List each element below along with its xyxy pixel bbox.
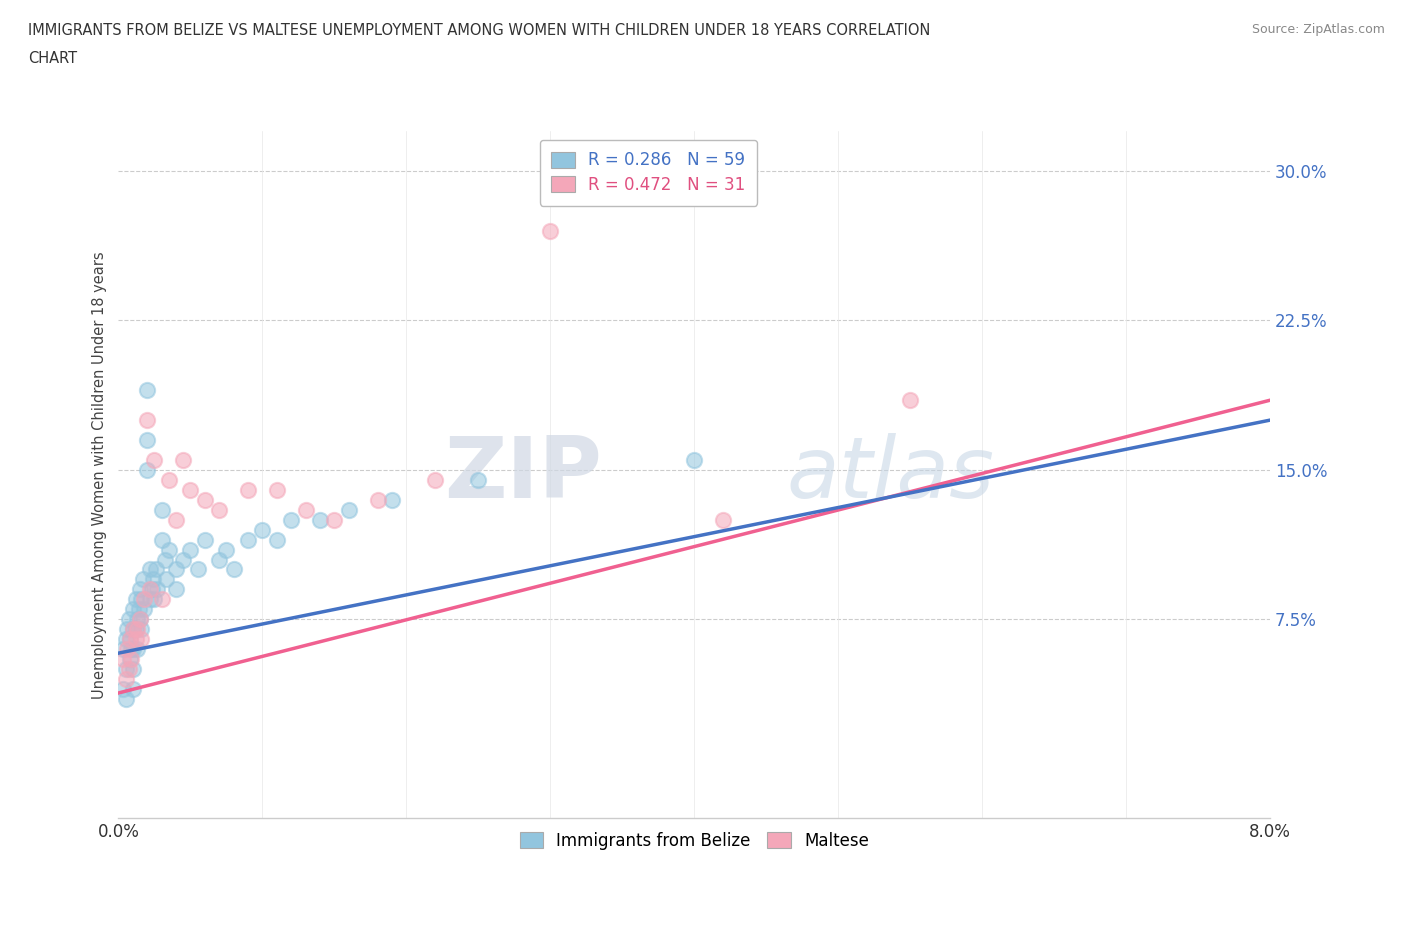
- Point: [121, 642, 143, 657]
- Point: [711, 512, 734, 527]
- Point: [136, 383, 159, 398]
- Point: [145, 562, 167, 577]
- Point: [111, 682, 134, 697]
- Point: [155, 572, 177, 587]
- Point: [165, 582, 187, 597]
- Point: [134, 591, 156, 606]
- Y-axis label: Unemployment Among Women with Children Under 18 years: Unemployment Among Women with Children U…: [93, 251, 107, 698]
- Point: [111, 652, 134, 667]
- Point: [157, 472, 180, 487]
- Point: [179, 542, 201, 557]
- Point: [118, 631, 141, 646]
- Point: [208, 552, 231, 567]
- Point: [120, 652, 142, 667]
- Point: [898, 392, 921, 407]
- Point: [179, 483, 201, 498]
- Point: [143, 453, 166, 468]
- Point: [142, 572, 165, 587]
- Point: [208, 502, 231, 517]
- Point: [125, 622, 148, 637]
- Point: [150, 591, 173, 606]
- Point: [172, 453, 194, 468]
- Point: [117, 661, 139, 676]
- Text: Source: ZipAtlas.com: Source: ZipAtlas.com: [1251, 23, 1385, 36]
- Point: [467, 472, 489, 487]
- Point: [266, 532, 288, 547]
- Point: [252, 523, 274, 538]
- Point: [127, 622, 149, 637]
- Point: [132, 572, 155, 587]
- Point: [134, 602, 156, 617]
- Text: CHART: CHART: [28, 51, 77, 66]
- Point: [194, 492, 217, 507]
- Point: [157, 542, 180, 557]
- Point: [323, 512, 346, 527]
- Point: [136, 432, 159, 447]
- Point: [146, 582, 169, 597]
- Point: [131, 591, 153, 606]
- Point: [127, 612, 149, 627]
- Point: [114, 661, 136, 676]
- Point: [143, 591, 166, 606]
- Point: [121, 622, 143, 637]
- Point: [215, 542, 238, 557]
- Point: [115, 642, 138, 657]
- Point: [165, 562, 187, 577]
- Point: [136, 413, 159, 428]
- Point: [118, 631, 141, 646]
- Point: [121, 682, 143, 697]
- Point: [172, 552, 194, 567]
- Point: [538, 223, 561, 238]
- Point: [367, 492, 389, 507]
- Point: [194, 532, 217, 547]
- Point: [381, 492, 404, 507]
- Point: [150, 502, 173, 517]
- Point: [136, 462, 159, 477]
- Legend: Immigrants from Belize, Maltese: Immigrants from Belize, Maltese: [508, 820, 880, 862]
- Point: [120, 642, 142, 657]
- Point: [129, 612, 152, 627]
- Point: [129, 612, 152, 627]
- Point: [150, 532, 173, 547]
- Point: [153, 552, 176, 567]
- Point: [337, 502, 360, 517]
- Text: atlas: atlas: [786, 433, 994, 516]
- Point: [114, 631, 136, 646]
- Point: [114, 671, 136, 686]
- Point: [125, 631, 148, 646]
- Point: [115, 622, 138, 637]
- Point: [139, 591, 162, 606]
- Point: [117, 612, 139, 627]
- Point: [131, 622, 153, 637]
- Point: [236, 483, 259, 498]
- Point: [129, 582, 152, 597]
- Point: [139, 582, 162, 597]
- Point: [139, 562, 162, 577]
- Point: [266, 483, 288, 498]
- Point: [131, 631, 153, 646]
- Point: [127, 642, 149, 657]
- Point: [280, 512, 302, 527]
- Point: [121, 661, 143, 676]
- Point: [125, 591, 148, 606]
- Point: [683, 453, 706, 468]
- Point: [121, 622, 143, 637]
- Point: [309, 512, 332, 527]
- Text: IMMIGRANTS FROM BELIZE VS MALTESE UNEMPLOYMENT AMONG WOMEN WITH CHILDREN UNDER 1: IMMIGRANTS FROM BELIZE VS MALTESE UNEMPL…: [28, 23, 931, 38]
- Point: [425, 472, 447, 487]
- Point: [236, 532, 259, 547]
- Point: [121, 602, 143, 617]
- Point: [165, 512, 187, 527]
- Point: [128, 602, 150, 617]
- Text: ZIP: ZIP: [444, 433, 602, 516]
- Point: [222, 562, 245, 577]
- Point: [294, 502, 316, 517]
- Point: [111, 642, 134, 657]
- Point: [187, 562, 209, 577]
- Point: [141, 582, 163, 597]
- Point: [114, 692, 136, 707]
- Point: [118, 652, 141, 667]
